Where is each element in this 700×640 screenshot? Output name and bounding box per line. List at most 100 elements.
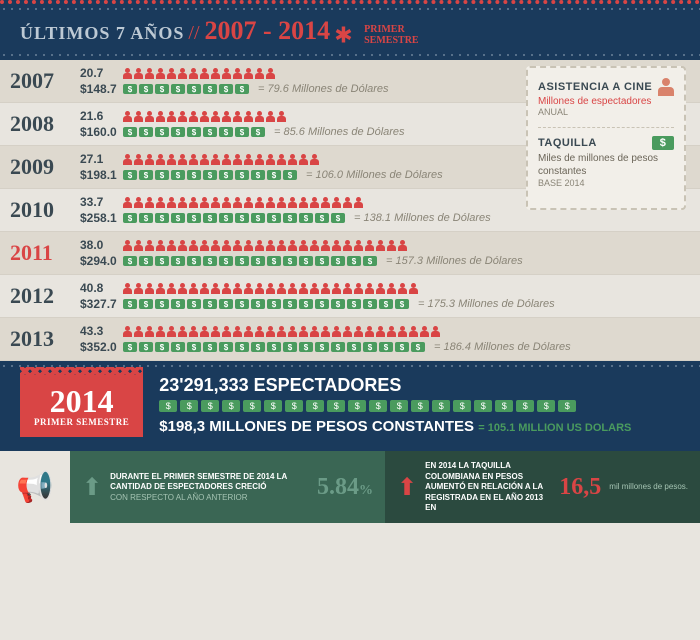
year-row: 201138.0 $294.0 = 157.3 Millones de Dólare… — [0, 232, 700, 275]
year-badge-2014: 2014 PRIMER SEMESTRE — [20, 375, 143, 437]
ticket-icon — [363, 299, 377, 309]
ticket-icon — [159, 400, 177, 412]
person-icon — [332, 283, 341, 294]
ticket-icon — [219, 170, 233, 180]
person-icon — [178, 154, 187, 165]
person-icon — [156, 326, 165, 337]
legend-title-2: TAQUILLA — [538, 137, 597, 149]
spectators-value: 40.8 — [80, 281, 122, 295]
spectators-value: 43.3 — [80, 324, 122, 338]
ticket-icon — [315, 299, 329, 309]
person-icon — [189, 326, 198, 337]
ticket-icon — [203, 256, 217, 266]
person-icon — [189, 68, 198, 79]
ticket-icon — [283, 213, 297, 223]
stat-1-text: DURANTE EL PRIMER SEMESTRE DE 2014 LA CA… — [110, 472, 309, 503]
ticket-icon — [474, 400, 492, 412]
person-icon — [288, 240, 297, 251]
person-icon — [211, 197, 220, 208]
ticket-icon — [203, 127, 217, 137]
ticket-icon — [283, 299, 297, 309]
person-icon — [299, 154, 308, 165]
ticket-icon — [155, 256, 169, 266]
ticket-icon — [203, 170, 217, 180]
person-icon — [134, 283, 143, 294]
badge-year: 2014 — [34, 385, 129, 417]
boxoffice-value: $294.0 — [80, 254, 122, 268]
person-icon — [167, 240, 176, 251]
year-label: 2013 — [10, 324, 80, 354]
ticket-icon — [123, 299, 137, 309]
year-label: 2009 — [10, 152, 80, 182]
ticket-icon — [331, 213, 345, 223]
ticket-icon — [139, 84, 153, 94]
spectators-value: 38.0 — [80, 238, 122, 252]
person-icon — [244, 240, 253, 251]
ticket-icon — [235, 170, 249, 180]
person-icon — [244, 68, 253, 79]
legend-sub-1: Millones de espectadores — [538, 96, 674, 107]
person-icon — [277, 326, 286, 337]
year-label: 2008 — [10, 109, 80, 139]
person-icon — [365, 240, 374, 251]
ticket-icon — [251, 256, 265, 266]
ticket-icon — [123, 213, 137, 223]
ticket-icon — [306, 400, 324, 412]
person-icon — [398, 240, 407, 251]
person-icon — [376, 326, 385, 337]
usd-value: = 138.1 Millones de Dólares — [354, 212, 491, 224]
ticket-icon — [171, 342, 185, 352]
ticket-icon — [283, 256, 297, 266]
year-row: 201240.8$327.7= 175.3 Millones de Dólare… — [0, 275, 700, 318]
ticket-icon — [187, 84, 201, 94]
ticket-icon — [139, 342, 153, 352]
usd-value: = 157.3 Millones de Dólares — [386, 255, 523, 267]
person-icon — [156, 197, 165, 208]
person-icon — [200, 154, 209, 165]
person-icon — [178, 283, 187, 294]
person-icon — [233, 283, 242, 294]
person-icon — [277, 111, 286, 122]
usd-value: = 79.6 Millones de Dólares — [258, 83, 389, 95]
ticket-icon — [411, 342, 425, 352]
ticket-icon — [379, 299, 393, 309]
ticket-icon — [219, 213, 233, 223]
ticket-icon — [395, 299, 409, 309]
ticket-icon — [285, 400, 303, 412]
person-icon — [178, 68, 187, 79]
person-icon — [123, 283, 132, 294]
ticket-icon — [267, 342, 281, 352]
person-icon — [288, 154, 297, 165]
person-icon — [266, 240, 275, 251]
ticket-icon — [315, 342, 329, 352]
ticket-icon — [363, 342, 377, 352]
spectators-value: 27.1 — [80, 152, 122, 166]
stat-2-text: EN 2014 LA TAQUILLA COLOMBIANA EN PESOS … — [425, 461, 551, 513]
ticket-icon — [432, 400, 450, 412]
year-label: 2012 — [10, 281, 80, 311]
person-icon — [387, 240, 396, 251]
person-icon — [343, 283, 352, 294]
badge-sub: PRIMER SEMESTRE — [34, 417, 129, 427]
person-icon — [299, 326, 308, 337]
ticket-icon — [299, 299, 313, 309]
ticket-icon — [123, 342, 137, 352]
person-icon — [145, 283, 154, 294]
ticket-icon — [235, 299, 249, 309]
legend-title-1: ASISTENCIA A CINE — [538, 81, 652, 93]
legend-unit-1: ANUAL — [538, 107, 674, 117]
person-icon — [310, 154, 319, 165]
person-icon — [266, 154, 275, 165]
person-icon — [156, 68, 165, 79]
person-icon — [244, 154, 253, 165]
person-icon — [134, 154, 143, 165]
person-icon — [233, 197, 242, 208]
ticket-icon — [235, 342, 249, 352]
person-icon — [211, 326, 220, 337]
year-label: 2011 — [10, 238, 80, 268]
person-icon — [266, 197, 275, 208]
person-icon — [299, 197, 308, 208]
person-icon — [365, 283, 374, 294]
ticket-icon — [203, 84, 217, 94]
person-icon — [332, 326, 341, 337]
